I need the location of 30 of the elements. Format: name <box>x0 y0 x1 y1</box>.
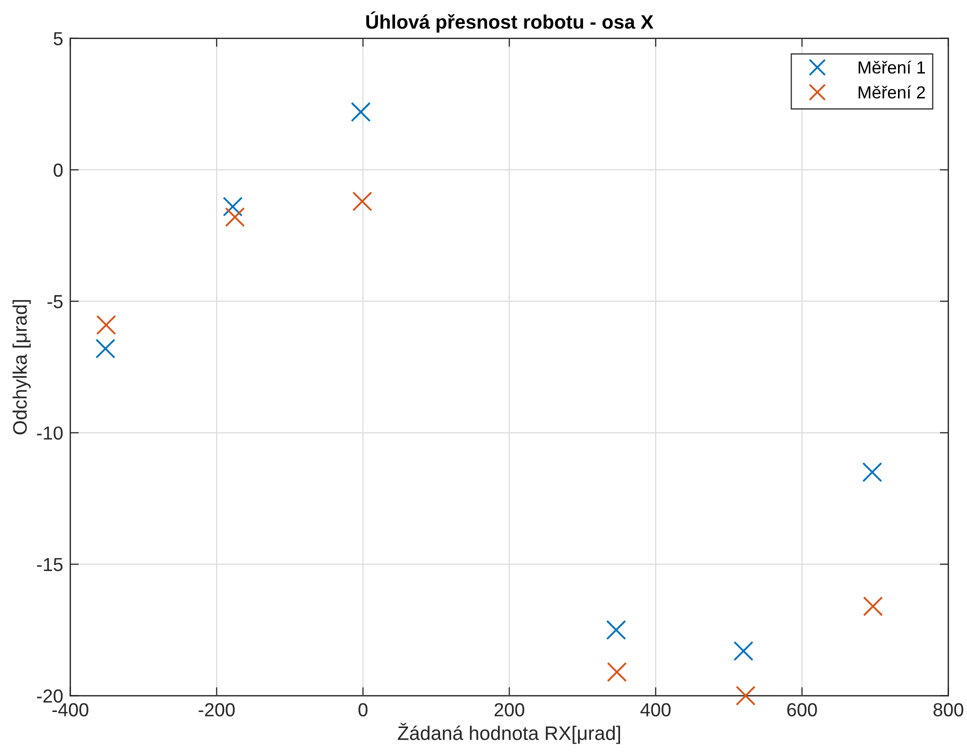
point <box>225 207 245 228</box>
y-tick-label: -20 <box>37 689 63 703</box>
point <box>606 662 627 682</box>
point <box>863 596 883 616</box>
x-tick-label: -200 <box>198 703 235 716</box>
point <box>862 462 882 482</box>
point <box>95 338 116 359</box>
x-tick-label: 200 <box>494 703 524 716</box>
y-tick-label: -15 <box>37 558 63 572</box>
point <box>222 196 243 217</box>
x-tick-label: 0 <box>358 703 368 716</box>
point <box>736 686 756 706</box>
x-tick-label: 600 <box>787 703 817 716</box>
legend-label: Měření 1 <box>858 60 925 74</box>
y-tick-label: 5 <box>54 32 63 46</box>
point <box>96 315 116 335</box>
y-tick-label: 0 <box>54 164 63 177</box>
x-tick-label: 400 <box>640 703 671 716</box>
x-axis-title: Žádaná hodnota RX[μrad] <box>398 722 620 744</box>
point <box>352 191 372 212</box>
y-axis-title: Odchylka [μrad] <box>12 300 31 434</box>
x-tick-label: 800 <box>934 703 964 716</box>
legend-label: Měření 2 <box>858 86 925 99</box>
y-tick-label: -10 <box>37 426 63 440</box>
x-tick-label: -400 <box>52 703 88 716</box>
point <box>606 620 626 640</box>
point <box>734 641 754 661</box>
y-tick-label: -5 <box>48 295 63 308</box>
point <box>350 102 371 122</box>
chart-title: Úhlová přesnost robotu - osa X <box>366 11 654 33</box>
